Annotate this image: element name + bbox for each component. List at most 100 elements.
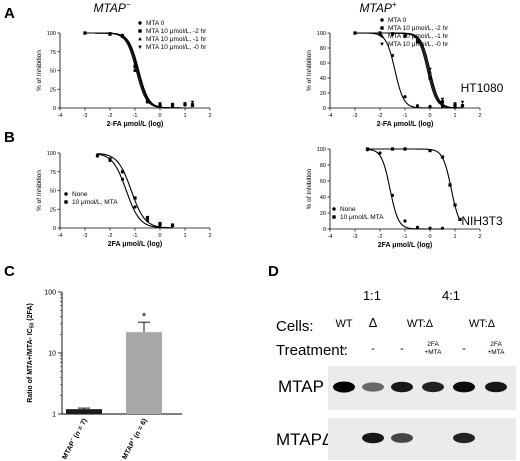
data-point (428, 226, 432, 230)
data-point (440, 97, 445, 101)
legend-entry: MTA 10 μmol/L, -0 hr (388, 41, 449, 48)
significance-star: * (142, 311, 147, 323)
data-point (378, 151, 382, 155)
data-point (133, 68, 137, 73)
x-tick-label: -2 (108, 233, 113, 239)
legend-entry: None (340, 206, 356, 213)
x-tick-label: -2 (378, 113, 383, 119)
data-point (390, 147, 395, 151)
x-tick-label: -3 (353, 113, 358, 119)
x-axis-label: 2FA μmol/L (log) (108, 241, 162, 248)
legend-entry: MTA 0 (146, 20, 165, 27)
ratio-label-1-1: 1:1 (363, 288, 381, 303)
data-point (133, 61, 137, 65)
blot-band (362, 432, 384, 444)
legend-marker (380, 26, 384, 30)
x-tick-label: -4 (328, 113, 333, 119)
data-point (120, 170, 125, 174)
data-point (83, 31, 87, 35)
y-tick-label: 1 (52, 412, 56, 419)
x-tick-label: -3 (83, 233, 88, 239)
column-title-mtap-pos: MTAP+ (359, 0, 396, 15)
x-axis-label: 2-FA μmol/L (log) (377, 121, 434, 128)
x-tick-label: -1 (403, 234, 408, 240)
chart-ht1080-mtap-neg: 0 25 50 75 100 -4 -3 -2 -1 0 1 2 2-FA μmol/L (log) % … (36, 20, 212, 128)
legend-marker (138, 36, 142, 41)
category-label-part: n (134, 430, 142, 437)
blot-row-label-mtap-delta: MTAPΔ (276, 430, 333, 449)
data-point (428, 67, 432, 71)
chart-nih3t3-mtap-pos: 0 20 40 60 80 100 -4 -3 -2 -1 0 1 2 2FA μmol/L (log)%… (306, 147, 482, 249)
treatment-value: 2FA +MTA (424, 341, 442, 356)
data-point (108, 33, 112, 37)
data-point (365, 147, 370, 151)
y-tick-label: 50 (50, 189, 56, 195)
panel-letter-a: A (4, 5, 15, 22)
legend-marker (138, 29, 142, 33)
y-tick-label: 100 (47, 31, 56, 37)
cells-wt-delta-4-1: WT:Δ (469, 318, 496, 330)
x-tick-label: -1 (403, 113, 408, 119)
legend-entry: None (72, 191, 88, 198)
data-point (390, 53, 395, 58)
x-tick-label: 0 (428, 113, 431, 119)
cells-label: Cells: (276, 318, 314, 335)
y-tick-label: 40 (320, 195, 326, 201)
bar (126, 332, 162, 414)
data-point (190, 100, 195, 104)
y-tick-label: 50 (50, 69, 56, 75)
y-tick-label: 80 (320, 163, 326, 169)
data-point (415, 104, 420, 108)
category-label-part: − (69, 437, 76, 442)
blot-band (333, 381, 355, 393)
y-axis-label: % of Inhibition (306, 50, 313, 91)
legend-marker (380, 18, 384, 22)
treatment-value: - (462, 343, 466, 355)
fit-curve (355, 32, 463, 109)
category-label-part: ( (72, 433, 81, 441)
legend-entry: 10 μmol/L MTA (340, 214, 384, 221)
x-tick-label: -2 (108, 113, 113, 119)
x-tick-label: -1 (133, 113, 138, 119)
blot-bands (333, 381, 507, 444)
legend-entry: MTA 10 μmol/L, -2 hr (146, 28, 207, 35)
data-point (133, 196, 137, 200)
data-point (145, 98, 150, 102)
legend-entry: MTA 0 (388, 17, 407, 24)
x-tick-label: 2 (478, 234, 481, 240)
panel-letter-d: D (268, 263, 279, 280)
data-point (95, 153, 100, 157)
data-point (145, 215, 150, 220)
x-tick-label: 0 (158, 113, 161, 119)
y-tick-label: 20 (320, 211, 326, 217)
y-tick-label: 75 (50, 50, 56, 56)
data-point (403, 35, 407, 39)
x-tick-label: -2 (378, 234, 383, 240)
category-label-part: + (129, 437, 136, 442)
blot-strip-mtap (328, 366, 516, 410)
data-point (460, 103, 465, 107)
y-tick-label: 0 (53, 106, 56, 112)
legend-entry: MTA 10 μmol/L, -1 hr (146, 36, 207, 43)
western-blot-panel: 1:1 4:1 Cells: Treatment: WT Δ WT:Δ WT:Δ… (276, 288, 516, 460)
x-tick-label: 1 (183, 233, 186, 239)
treatment-value: - (342, 343, 346, 355)
legend-marker (380, 33, 384, 38)
x-tick-label: 1 (183, 113, 186, 119)
data-point (158, 102, 162, 106)
y-tick-label: 60 (320, 179, 326, 185)
treatment-row: - - -2FA +MTA -2FA +MTA (342, 341, 505, 356)
data-point (133, 65, 137, 69)
treatment-line: 2FA (427, 341, 439, 348)
y-tick-label: 60 (320, 61, 326, 67)
legend-marker (332, 207, 336, 211)
legend-marker (332, 215, 336, 219)
y-tick-label: 10 (48, 351, 56, 358)
data-point (403, 219, 407, 223)
treatment-line: +MTA (424, 349, 442, 356)
legend-marker (64, 192, 68, 196)
fit-curve (97, 152, 173, 229)
y-tick-label: 40 (320, 76, 326, 82)
data-point (460, 100, 465, 104)
y-tick-label: 0 (323, 106, 326, 112)
